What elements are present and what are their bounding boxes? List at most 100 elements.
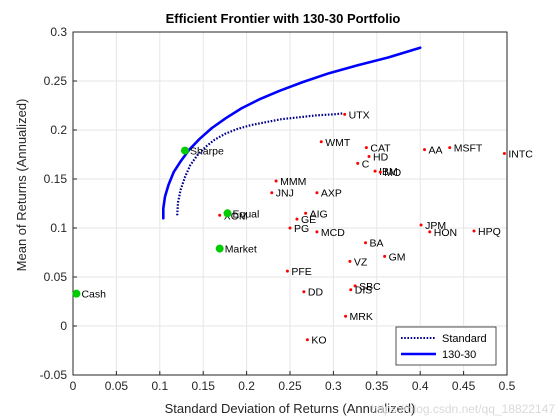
asset-point-sbc bbox=[353, 284, 357, 288]
asset-point-mrk bbox=[344, 314, 348, 318]
asset-label-hon: HON bbox=[434, 227, 457, 239]
chart-title: Efficient Frontier with 130-30 Portfolio bbox=[166, 11, 401, 26]
legend-label-130-30: 130-30 bbox=[442, 349, 476, 361]
watermark: https://blog.csdn.net/qq_18822147 bbox=[371, 402, 555, 416]
asset-label-intc: INTC bbox=[508, 149, 533, 161]
asset-point-cat bbox=[364, 146, 368, 150]
x-tick-label: 0.25 bbox=[278, 379, 302, 393]
asset-label-dd: DD bbox=[308, 287, 324, 299]
asset-point-mcd bbox=[315, 230, 319, 234]
legend-box bbox=[395, 326, 497, 366]
asset-label-gm: GM bbox=[389, 251, 406, 263]
grid bbox=[72, 31, 508, 376]
y-axis-ticks: -0.05 0 0.05 0.1 0.15 0.2 0.25 0.3 bbox=[40, 25, 77, 382]
asset-point-ba bbox=[364, 241, 368, 245]
asset-label-cat: CAT bbox=[370, 143, 391, 155]
y-tick-label: -0.05 bbox=[40, 368, 68, 382]
highlighted-points: Sharpe Equal Market Cash bbox=[72, 146, 259, 301]
asset-label-ge: GE bbox=[301, 214, 316, 226]
asset-point-mmm bbox=[274, 179, 278, 183]
asset-label-aa: AA bbox=[429, 145, 443, 157]
asset-point-dd bbox=[302, 290, 306, 294]
asset-point-gm bbox=[383, 254, 387, 258]
asset-point-aa bbox=[423, 148, 427, 152]
y-tick-label: 0.25 bbox=[44, 74, 68, 88]
y-tick-label: 0.1 bbox=[50, 221, 67, 235]
x-tick-label: 0.4 bbox=[412, 379, 429, 393]
asset-label-wmt: WMT bbox=[325, 137, 351, 149]
asset-point-xom bbox=[218, 213, 222, 217]
asset-point-mo bbox=[378, 170, 382, 174]
x-tick-label: 0.45 bbox=[452, 379, 476, 393]
y-tick-label: 0.05 bbox=[44, 270, 68, 284]
y-tick-label: 0 bbox=[60, 319, 67, 333]
asset-point-ko bbox=[305, 338, 309, 342]
asset-label-aig: AIG bbox=[310, 208, 328, 220]
asset-label-pfe: PFE bbox=[291, 266, 311, 278]
point-market bbox=[215, 244, 224, 253]
asset-point-aig bbox=[304, 211, 308, 215]
y-tick-label: 0.3 bbox=[50, 25, 67, 39]
asset-point-hon bbox=[428, 230, 432, 234]
asset-label-ba: BA bbox=[370, 238, 384, 250]
asset-label-dis: DIS bbox=[355, 285, 373, 297]
asset-label-c: C bbox=[362, 158, 370, 170]
asset-label-msft: MSFT bbox=[454, 143, 483, 155]
asset-label-ko: KO bbox=[311, 335, 326, 347]
point-equal bbox=[223, 209, 232, 218]
point-sharpe bbox=[180, 146, 189, 155]
asset-point-vz bbox=[348, 259, 352, 263]
asset-label-ibm: IBM bbox=[379, 166, 398, 178]
asset-point-intc bbox=[502, 152, 506, 156]
standard-frontier-line bbox=[176, 112, 344, 216]
point-cash bbox=[72, 289, 81, 298]
asset-point-msft bbox=[448, 146, 452, 150]
frontier-curves bbox=[162, 46, 422, 220]
asset-point-jnj bbox=[270, 191, 274, 195]
x-tick-label: 0 bbox=[70, 379, 77, 393]
asset-point-jpm bbox=[419, 223, 423, 227]
asset-label-axp: AXP bbox=[321, 188, 342, 200]
asset-label-mrk: MRK bbox=[350, 311, 373, 323]
asset-point-ge bbox=[295, 217, 299, 221]
x-tick-label: 0.1 bbox=[151, 379, 168, 393]
asset-label-mo: MO bbox=[384, 167, 401, 179]
legend: Standard 130-30 bbox=[395, 326, 497, 366]
asset-point-axp bbox=[315, 191, 319, 195]
asset-label-jnj: JNJ bbox=[276, 188, 294, 200]
y-axis-label: Mean of Returns (Annualized) bbox=[14, 99, 29, 272]
x-axis-ticks: 0 0.05 0.1 0.15 0.2 0.25 0.3 0.35 0.4 0.45 0.5 bbox=[70, 371, 516, 393]
asset-label-vz: VZ bbox=[354, 256, 368, 268]
y-tick-label: 0.15 bbox=[44, 172, 68, 186]
asset-point-utx bbox=[343, 112, 347, 116]
x-tick-label: 0.5 bbox=[499, 379, 516, 393]
asset-label-sbc: SBC bbox=[359, 281, 381, 293]
x-tick-label: 0.05 bbox=[105, 379, 129, 393]
asset-point-dis bbox=[349, 288, 353, 292]
point-label-cash: Cash bbox=[81, 289, 106, 301]
asset-point-c bbox=[356, 161, 360, 165]
asset-label-jpm: JPM bbox=[425, 220, 446, 232]
asset-label-mcd: MCD bbox=[321, 227, 345, 239]
asset-point-hd bbox=[367, 154, 371, 158]
asset-point-hpq bbox=[472, 229, 476, 233]
x-tick-label: 0.15 bbox=[192, 379, 216, 393]
asset-label-hd: HD bbox=[373, 151, 389, 163]
asset-label-hpq: HPQ bbox=[478, 226, 501, 238]
point-label-market: Market bbox=[225, 244, 257, 256]
asset-point-ibm bbox=[373, 169, 377, 173]
asset-point-pg bbox=[288, 226, 292, 230]
asset-label-utx: UTX bbox=[349, 109, 370, 121]
long-short-130-30-frontier-line bbox=[162, 46, 422, 220]
x-axis-label: Standard Deviation of Returns (Annualize… bbox=[165, 401, 416, 416]
legend-label-standard: Standard bbox=[442, 333, 487, 345]
x-tick-label: 0.35 bbox=[365, 379, 389, 393]
point-label-sharpe: Sharpe bbox=[190, 146, 224, 158]
x-tick-label: 0.3 bbox=[325, 379, 342, 393]
asset-point-wmt bbox=[319, 140, 323, 144]
y-tick-label: 0.2 bbox=[50, 123, 67, 137]
asset-label-pg: PG bbox=[294, 223, 309, 235]
